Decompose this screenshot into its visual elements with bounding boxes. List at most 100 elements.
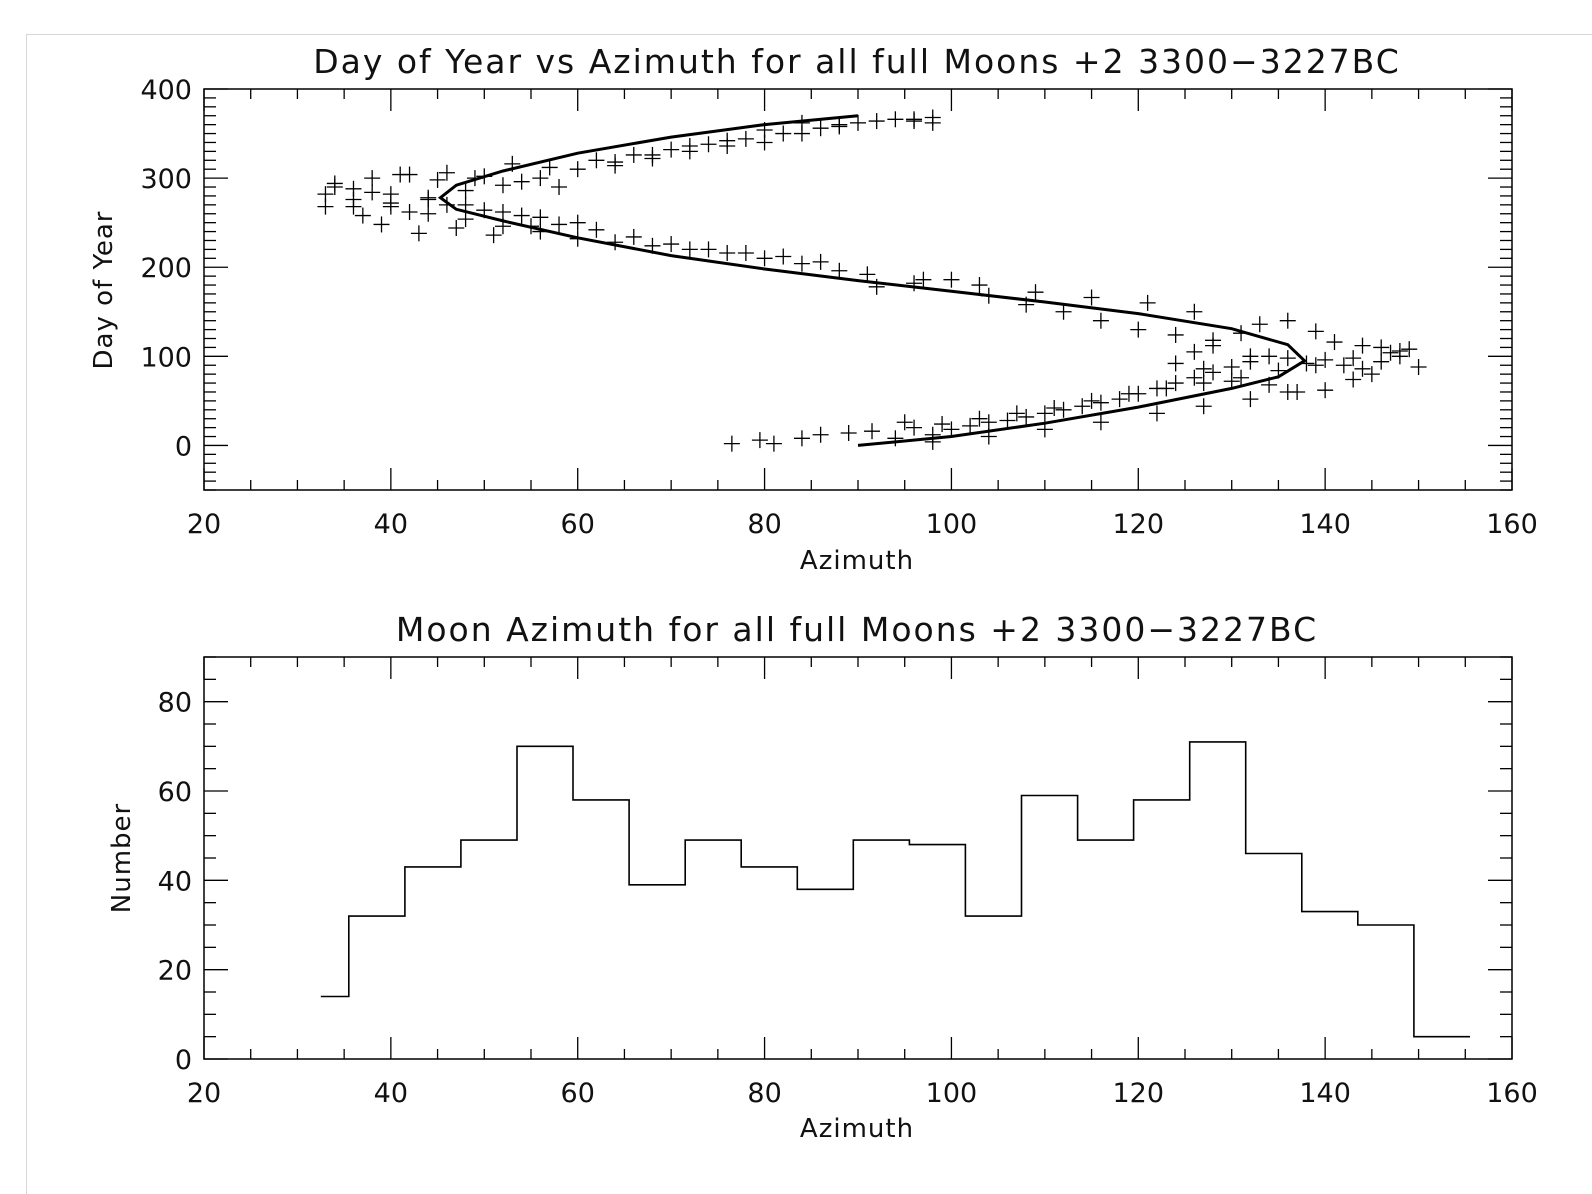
scatter-x-tick-label: 40 <box>374 509 408 540</box>
scatter-point <box>1326 334 1343 351</box>
histogram-bar <box>1246 854 1302 1059</box>
scatter-y-tick-label: 100 <box>140 342 192 373</box>
scatter-point <box>401 203 418 220</box>
scatter-point <box>420 189 437 206</box>
scatter-point <box>588 152 605 169</box>
scatter-y-axis-label: Day of Year <box>89 211 119 370</box>
histogram-chart: Moon Azimuth for all full Moons +2 3300−… <box>107 610 1538 1144</box>
scatter-axis-ticks: 20 40 60 80 100 120 140 160 0 100 200 300 400 <box>140 75 1537 540</box>
scatter-point <box>1223 373 1240 390</box>
scatter-point <box>1195 360 1212 377</box>
scatter-point <box>1354 337 1371 354</box>
scatter-y-tick-label: 300 <box>140 164 192 195</box>
scatter-point <box>980 414 997 431</box>
scatter-point <box>831 262 848 279</box>
scatter-point <box>1391 342 1408 359</box>
scatter-point <box>859 266 876 283</box>
scatter-point <box>971 277 988 294</box>
histogram-x-tick-label: 160 <box>1486 1078 1538 1109</box>
scatter-point <box>1307 357 1324 374</box>
scatter-point <box>1186 343 1203 360</box>
scatter-point <box>1092 312 1109 329</box>
scatter-point <box>723 435 740 452</box>
scatter-point <box>569 161 586 178</box>
scatter-point <box>765 435 782 452</box>
scatter-point <box>373 216 390 233</box>
scatter-x-axis-label: Azimuth <box>800 546 914 576</box>
histogram-bar <box>1414 1037 1470 1059</box>
scatter-point <box>719 132 736 149</box>
histogram-bar <box>1134 800 1190 1059</box>
scatter-point <box>457 211 474 228</box>
scatter-point <box>345 198 362 215</box>
scatter-point <box>915 271 932 288</box>
scatter-point <box>1092 414 1109 431</box>
histogram-y-axis-label: Number <box>107 803 137 913</box>
scatter-point <box>831 116 848 133</box>
fit-curve <box>437 114 1308 447</box>
histogram-bar <box>1358 925 1414 1059</box>
scatter-y-tick-label: 0 <box>175 431 192 462</box>
scatter-point <box>943 271 960 288</box>
scatter-point <box>663 236 680 253</box>
scatter-point <box>700 136 717 153</box>
scatter-point <box>1345 350 1362 367</box>
histogram-y-tick-label: 40 <box>158 866 192 897</box>
scatter-point <box>354 207 371 224</box>
scatter-point <box>438 164 455 181</box>
scatter-point <box>663 141 680 158</box>
scatter-x-tick-label: 60 <box>561 509 595 540</box>
scatter-point <box>756 250 773 267</box>
scatter-point <box>887 111 904 128</box>
histogram-y-tick-label: 0 <box>175 1045 192 1076</box>
scatter-point <box>1018 408 1035 425</box>
scatter-point <box>971 410 988 427</box>
scatter-point <box>1382 344 1399 361</box>
histogram-bar <box>405 867 461 1059</box>
scatter-point <box>532 209 549 226</box>
scatter-point <box>1279 350 1296 367</box>
scatter-point <box>1233 369 1250 386</box>
scatter-point <box>1167 355 1184 372</box>
scatter-point <box>812 253 829 270</box>
scatter-points <box>317 109 1427 452</box>
scatter-point <box>1373 353 1390 370</box>
scatter-point <box>569 214 586 231</box>
scatter-point <box>1317 351 1334 368</box>
histogram-bar <box>321 996 349 1059</box>
scatter-point <box>607 234 624 251</box>
scatter-point <box>429 171 446 188</box>
histogram-x-axis-label: Azimuth <box>800 1114 914 1144</box>
scatter-point <box>906 275 923 292</box>
scatter-point <box>737 130 754 147</box>
scatter-point <box>494 177 511 194</box>
scatter-point <box>793 430 810 447</box>
scatter-point <box>962 417 979 434</box>
scatter-point <box>700 241 717 258</box>
histogram-bars <box>321 742 1470 1059</box>
scatter-point <box>943 421 960 438</box>
histogram-bar <box>461 840 517 1059</box>
histogram-bar <box>573 800 629 1059</box>
scatter-point <box>1354 360 1371 377</box>
histogram-x-tick-label: 100 <box>926 1078 978 1109</box>
scatter-x-tick-label: 100 <box>926 509 978 540</box>
histogram-bar <box>1022 795 1078 1059</box>
histogram-bar <box>853 840 909 1059</box>
scatter-point <box>382 195 399 212</box>
scatter-point <box>1148 405 1165 422</box>
histogram-bar <box>965 916 1021 1059</box>
scatter-point <box>1111 391 1128 408</box>
histogram-bar <box>741 867 797 1059</box>
scatter-point <box>1167 326 1184 343</box>
histogram-y-tick-label: 80 <box>158 688 192 719</box>
histogram-y-tick-label: 20 <box>158 956 192 987</box>
scatter-point <box>1130 321 1147 338</box>
scatter-point <box>513 207 530 224</box>
scatter-point <box>457 182 474 199</box>
histogram-bar <box>517 746 573 1059</box>
scatter-point <box>1261 348 1278 365</box>
scatter-point <box>532 170 549 187</box>
scatter-point <box>1307 323 1324 340</box>
scatter-point <box>1186 303 1203 320</box>
